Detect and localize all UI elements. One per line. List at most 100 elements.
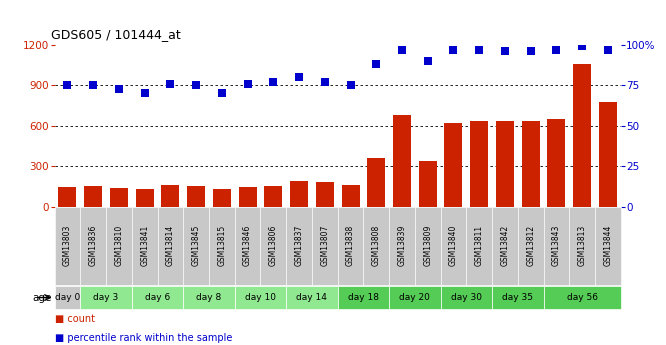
Bar bbox=[136, 189, 154, 207]
Text: day 10: day 10 bbox=[245, 293, 276, 302]
Text: ■ count: ■ count bbox=[55, 314, 95, 324]
Bar bbox=[106, 207, 132, 285]
Text: GSM13806: GSM13806 bbox=[269, 225, 278, 266]
Bar bbox=[492, 207, 517, 285]
Bar bbox=[213, 189, 231, 207]
Point bbox=[577, 44, 587, 49]
Text: GSM13813: GSM13813 bbox=[577, 225, 587, 266]
Text: GSM13844: GSM13844 bbox=[603, 225, 612, 266]
Text: GSM13836: GSM13836 bbox=[89, 225, 98, 266]
Bar bbox=[364, 207, 389, 285]
Text: GSM13843: GSM13843 bbox=[552, 225, 561, 266]
Bar bbox=[492, 286, 543, 309]
Point bbox=[474, 47, 485, 52]
Point bbox=[551, 47, 561, 52]
Text: day 18: day 18 bbox=[348, 293, 379, 302]
Bar bbox=[264, 186, 282, 207]
Bar bbox=[543, 207, 569, 285]
Point bbox=[371, 61, 382, 67]
Point bbox=[422, 58, 433, 64]
Bar bbox=[389, 207, 415, 285]
Bar bbox=[543, 286, 621, 309]
Text: day 8: day 8 bbox=[196, 293, 222, 302]
Text: GSM13808: GSM13808 bbox=[372, 225, 381, 266]
Text: GSM13842: GSM13842 bbox=[500, 225, 509, 266]
Text: day 14: day 14 bbox=[296, 293, 328, 302]
Bar bbox=[338, 286, 389, 309]
Bar bbox=[286, 207, 312, 285]
Text: GSM13814: GSM13814 bbox=[166, 225, 175, 266]
Bar bbox=[521, 120, 539, 207]
Text: GSM13803: GSM13803 bbox=[63, 225, 72, 266]
Bar bbox=[161, 185, 179, 207]
Bar bbox=[466, 207, 492, 285]
Bar bbox=[81, 286, 132, 309]
Text: day 3: day 3 bbox=[93, 293, 119, 302]
Bar bbox=[286, 286, 338, 309]
Bar bbox=[84, 186, 102, 207]
Bar bbox=[338, 207, 364, 285]
Text: GSM13841: GSM13841 bbox=[140, 225, 149, 266]
Bar bbox=[595, 207, 621, 285]
Point bbox=[62, 83, 73, 88]
Bar bbox=[312, 207, 338, 285]
Text: GDS605 / 101444_at: GDS605 / 101444_at bbox=[51, 28, 181, 41]
Point bbox=[165, 81, 176, 87]
Bar bbox=[367, 158, 385, 207]
Bar bbox=[342, 185, 360, 207]
Text: day 0: day 0 bbox=[55, 293, 80, 302]
Point bbox=[603, 47, 613, 52]
Text: GSM13812: GSM13812 bbox=[526, 225, 535, 266]
Bar bbox=[599, 102, 617, 207]
Bar bbox=[419, 161, 437, 207]
Bar bbox=[517, 207, 543, 285]
Bar bbox=[393, 115, 411, 207]
Bar bbox=[234, 207, 260, 285]
Point bbox=[216, 91, 227, 96]
Bar bbox=[187, 186, 205, 207]
Bar bbox=[260, 207, 286, 285]
Bar bbox=[110, 188, 128, 207]
Bar bbox=[290, 181, 308, 207]
Bar bbox=[389, 286, 441, 309]
Bar bbox=[234, 286, 286, 309]
Bar bbox=[158, 207, 183, 285]
Bar bbox=[547, 119, 565, 207]
Text: GSM13845: GSM13845 bbox=[192, 225, 200, 266]
Text: age: age bbox=[32, 293, 51, 303]
Bar bbox=[183, 207, 209, 285]
Text: day 35: day 35 bbox=[502, 293, 533, 302]
Bar bbox=[415, 207, 441, 285]
Text: day 6: day 6 bbox=[145, 293, 170, 302]
Text: GSM13807: GSM13807 bbox=[320, 225, 329, 266]
Bar bbox=[209, 207, 234, 285]
Point bbox=[268, 79, 278, 85]
Point bbox=[242, 81, 253, 87]
Text: GSM13837: GSM13837 bbox=[294, 225, 304, 266]
Point bbox=[139, 91, 150, 96]
Bar bbox=[470, 120, 488, 207]
Text: GSM13840: GSM13840 bbox=[449, 225, 458, 266]
Text: ■ percentile rank within the sample: ■ percentile rank within the sample bbox=[55, 333, 232, 343]
Text: GSM13839: GSM13839 bbox=[398, 225, 406, 266]
Text: day 56: day 56 bbox=[567, 293, 597, 302]
Bar bbox=[441, 207, 466, 285]
Point bbox=[500, 49, 510, 54]
Point bbox=[525, 49, 536, 54]
Point bbox=[294, 75, 304, 80]
Bar bbox=[444, 123, 462, 207]
Bar bbox=[496, 120, 514, 207]
Point bbox=[448, 47, 459, 52]
Bar bbox=[569, 207, 595, 285]
Text: GSM13810: GSM13810 bbox=[115, 225, 123, 266]
Bar bbox=[441, 286, 492, 309]
Text: GSM13846: GSM13846 bbox=[243, 225, 252, 266]
Bar bbox=[59, 187, 77, 207]
Text: GSM13809: GSM13809 bbox=[423, 225, 432, 266]
Point bbox=[88, 83, 99, 88]
Bar bbox=[55, 286, 81, 309]
Point bbox=[397, 47, 408, 52]
Text: day 20: day 20 bbox=[400, 293, 430, 302]
Text: GSM13838: GSM13838 bbox=[346, 225, 355, 266]
Bar bbox=[316, 182, 334, 207]
